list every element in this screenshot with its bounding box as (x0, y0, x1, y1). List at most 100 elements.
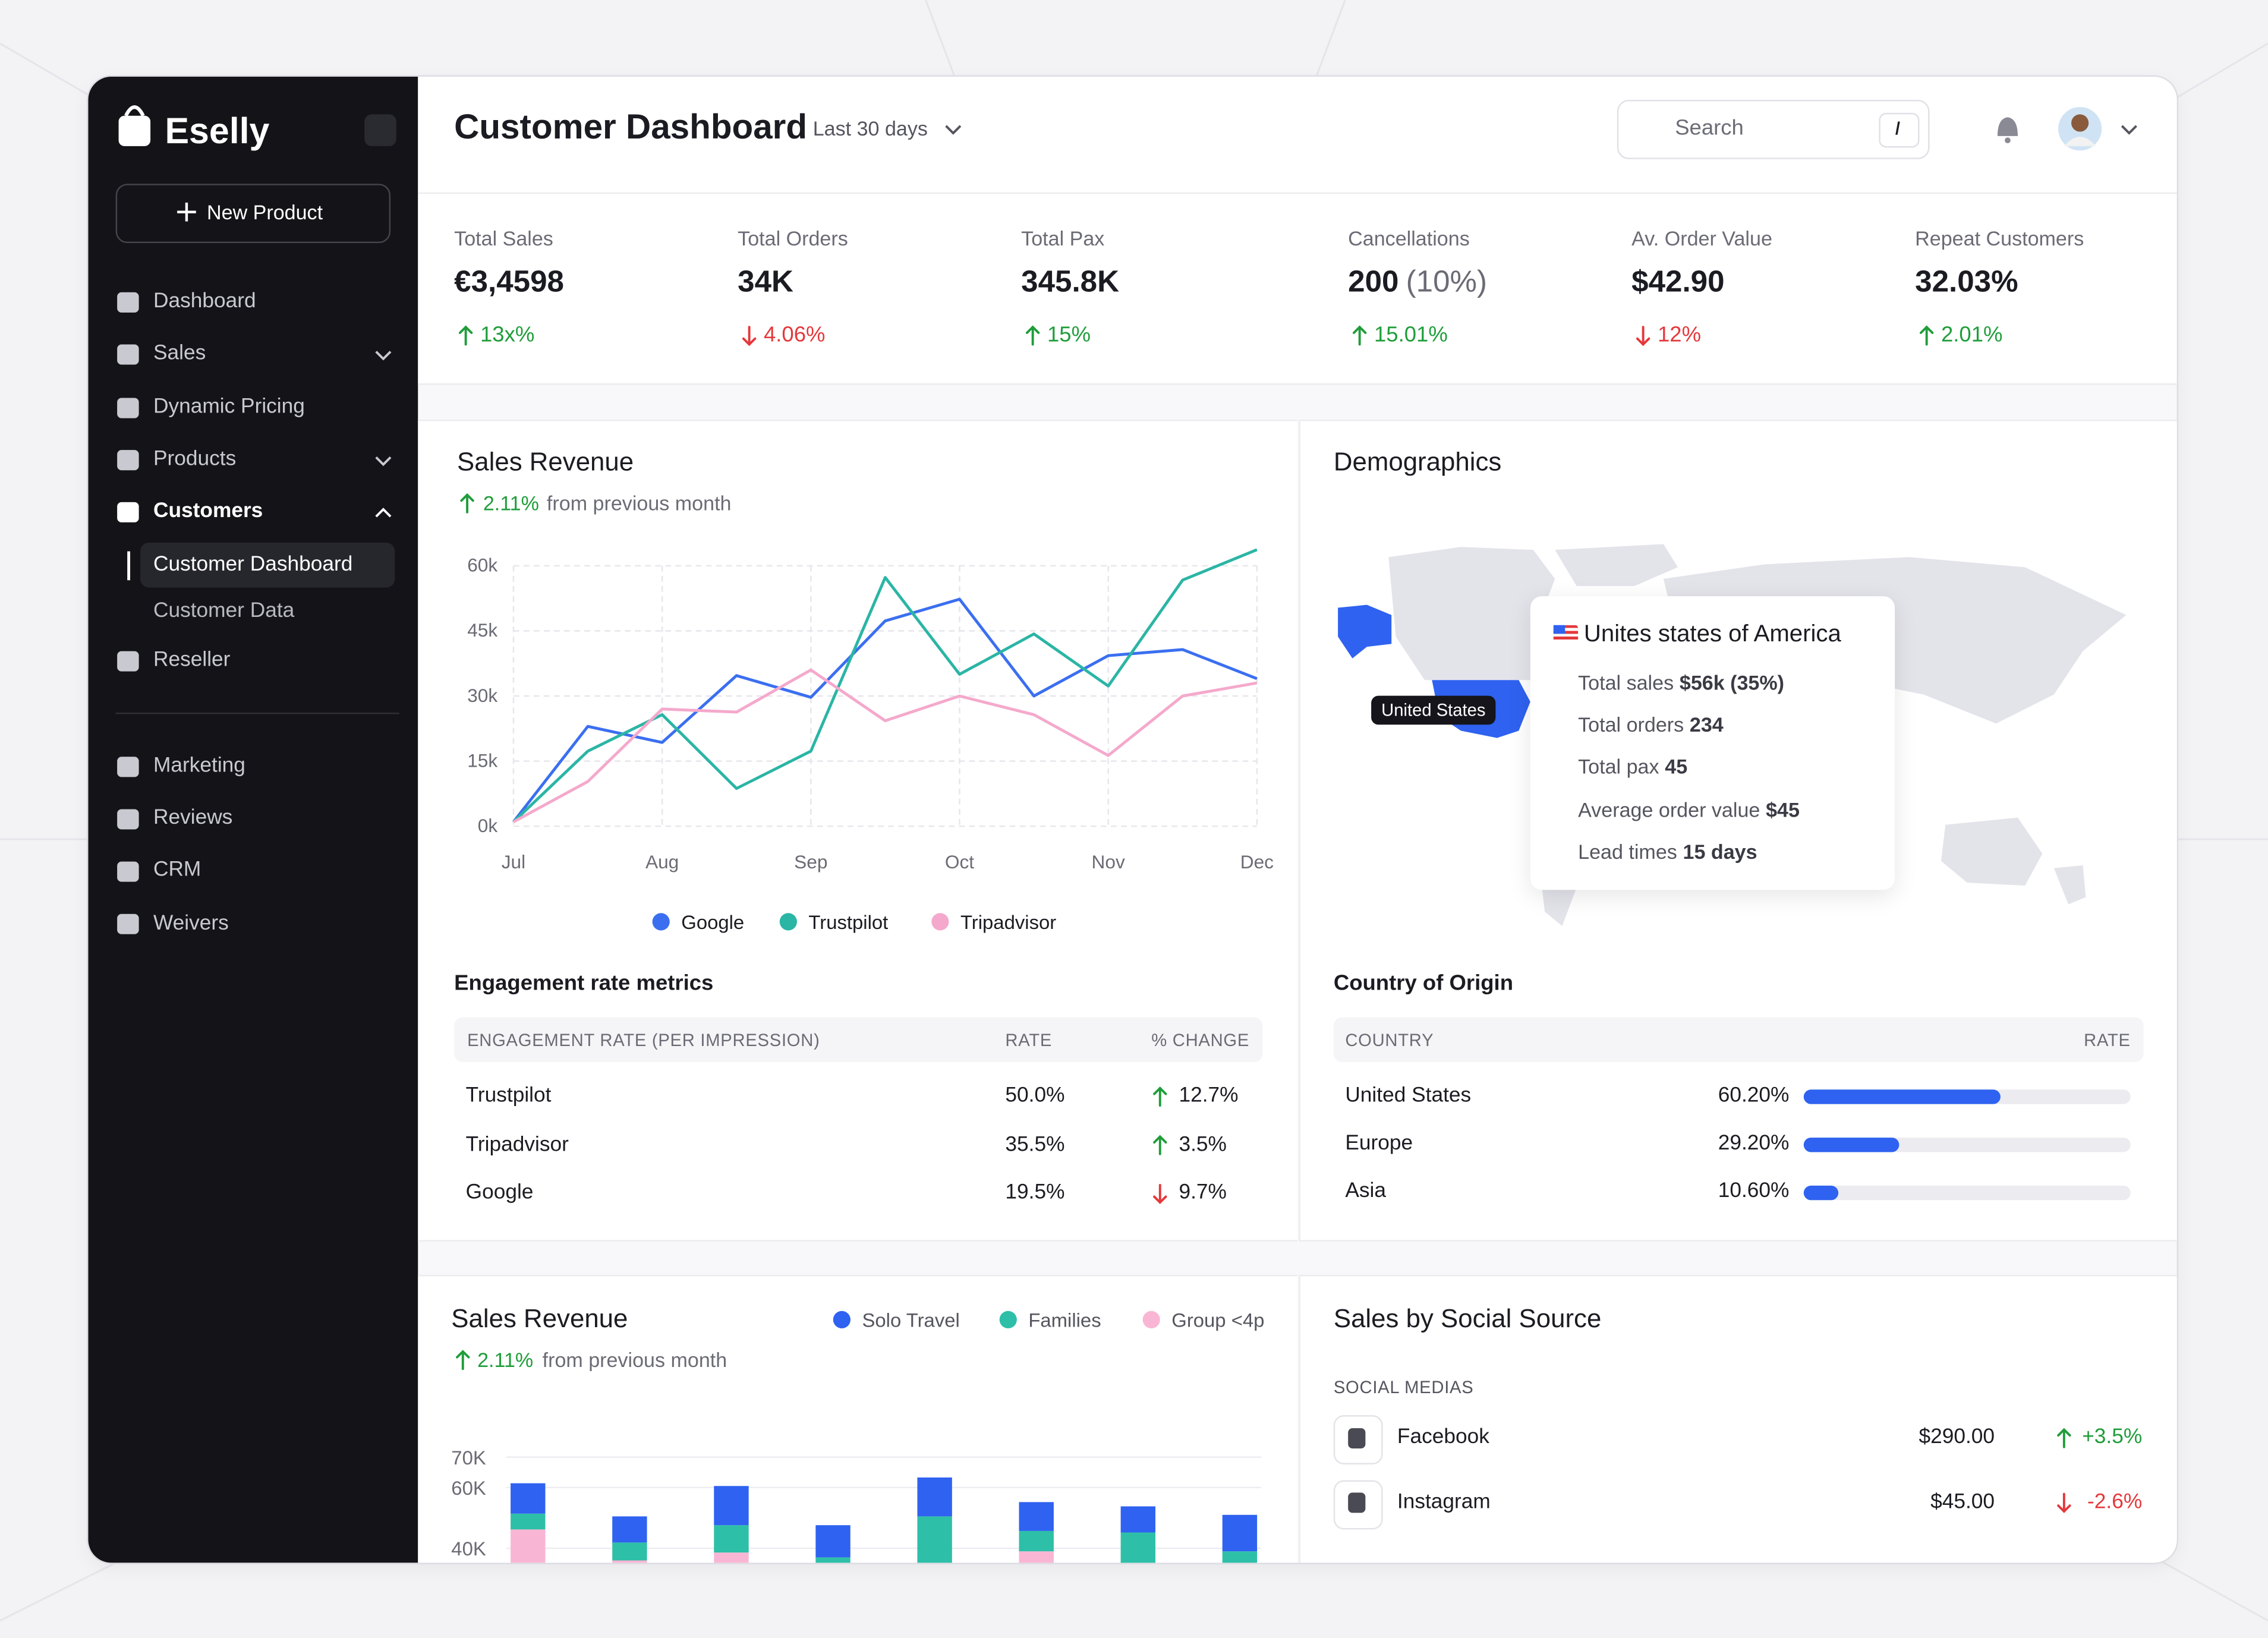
app-layer: 0k 15k 30k 45k 60k Jul Aug Sep Oct Nov Dec Google Tr… (88, 77, 2177, 1563)
social-glyph (1348, 1428, 1366, 1449)
bar-segment (612, 1542, 647, 1561)
y-tick-label: 45k (467, 619, 497, 641)
nav-item[interactable]: Weivers (153, 911, 229, 935)
search-box[interactable] (1617, 99, 1930, 159)
legend-label: Trustpilot (808, 911, 888, 933)
arrow-head (460, 493, 474, 502)
arrow-head (1153, 1195, 1167, 1204)
new-product-button[interactable] (115, 184, 391, 244)
arrow-head (2057, 1504, 2071, 1513)
bar-segment (1019, 1551, 1054, 1563)
arrow-head (456, 1350, 470, 1359)
x-tick-label: Aug (645, 851, 679, 872)
panel (418, 420, 1298, 1242)
kpi-label: Total Sales (454, 226, 553, 250)
kpi-label: Av. Order Value (1631, 226, 1772, 250)
bar-segment (511, 1513, 546, 1530)
legend-label: Group <4p (1171, 1309, 1264, 1331)
row-name: Google (465, 1181, 534, 1205)
brand-icon (118, 115, 151, 146)
kpi-value: $42.90 (1631, 265, 1725, 299)
change-value: 2.11% (477, 1348, 534, 1372)
kpi-change: 4.06% (763, 322, 826, 348)
kpi-value: 32.03% (1915, 265, 2018, 299)
nav-item[interactable]: Dashboard (153, 289, 256, 313)
date-range[interactable]: Last 30 days (812, 116, 928, 140)
trend-arrow (2057, 1492, 2071, 1513)
map-tag: United States (1371, 695, 1496, 726)
column-header: % CHANGE (1151, 1029, 1250, 1051)
table-header-bg (1333, 1017, 2144, 1063)
row-rate: 35.5% (1005, 1132, 1065, 1156)
social-name: Instagram (1397, 1490, 1491, 1514)
chevron (375, 351, 392, 361)
nav-subitem[interactable]: Customer Data (153, 599, 295, 623)
chevron (2121, 125, 2137, 135)
nav-item[interactable]: Marketing (153, 754, 245, 778)
legend-dot (833, 1311, 850, 1328)
trend-arrow (1153, 1086, 1167, 1107)
nav-subitem[interactable]: Customer Dashboard (153, 553, 353, 577)
nav-icon (117, 809, 139, 830)
section-title: Engagement rate metrics (454, 971, 714, 996)
social-icon (1333, 1479, 1383, 1529)
nav-item[interactable]: Reviews (153, 807, 233, 830)
trend-arrow (742, 326, 757, 346)
y-tick-label: 60k (467, 555, 497, 576)
bar (1803, 1138, 1900, 1152)
nav-item[interactable]: Reseller (153, 648, 231, 672)
bar-segment (1222, 1514, 1258, 1552)
line-series (512, 597, 1258, 823)
legend-label: Families (1028, 1309, 1101, 1331)
chevron (945, 125, 962, 135)
page-title: Customer Dashboard (454, 108, 808, 147)
y-tick-label: 40K (451, 1538, 486, 1560)
social-glyph (1348, 1492, 1366, 1513)
bar-segment (917, 1477, 952, 1517)
bar (1803, 1185, 1839, 1201)
country-name: Europe (1345, 1132, 1413, 1156)
kpi-value: 34K (738, 265, 793, 299)
country-name: United States (1345, 1084, 1472, 1108)
nav-item[interactable]: Dynamic Pricing (153, 395, 305, 419)
line-series (512, 548, 1258, 823)
panel-title: Sales by Social Source (1333, 1304, 1602, 1333)
table-header-bg (454, 1017, 1263, 1063)
y-tick-label: 0k (478, 815, 498, 836)
row-change: 12.7% (1179, 1084, 1239, 1108)
button-label: New Product (207, 200, 323, 224)
tooltip-item: Total orders 234 (1578, 713, 1724, 736)
legend-dot (1142, 1311, 1160, 1328)
sidebar (88, 77, 418, 1563)
collapse-button[interactable] (364, 114, 396, 146)
nav-icon (117, 651, 139, 672)
arrow-head (1636, 337, 1650, 346)
nav-item[interactable]: Customers (153, 499, 263, 523)
x-tick-label: Nov (1092, 851, 1125, 872)
line-series (512, 668, 1258, 824)
kpi-label: Total Orders (738, 226, 848, 250)
bar-segment (511, 1483, 546, 1514)
trend-arrow (1153, 1135, 1167, 1155)
tooltip-value: 45 (1665, 755, 1688, 779)
panel (1299, 1274, 2177, 1563)
nav-item[interactable]: Products (153, 448, 237, 471)
x-tick-label: Jul (502, 851, 525, 872)
y-tick-label: 60K (451, 1477, 486, 1499)
search-placeholder: Search (1675, 115, 1744, 141)
avatar-face (2071, 114, 2089, 132)
tooltip-value: 234 (1689, 713, 1724, 736)
kpi-value: 200 (10%) (1348, 265, 1488, 299)
chevron (375, 456, 392, 467)
trend-arrow (1025, 325, 1040, 346)
trend-arrow (460, 493, 474, 514)
tooltip-item: Total pax 45 (1578, 755, 1688, 779)
bar-segment (815, 1557, 850, 1563)
nav-item[interactable]: CRM (153, 859, 201, 883)
nav-item[interactable]: Sales (153, 342, 206, 366)
legend-dot (931, 913, 949, 931)
row-name: Trustpilot (465, 1084, 552, 1108)
tooltip-item: Lead times 15 days (1578, 840, 1757, 864)
brand-icon-handle (124, 105, 145, 117)
trend-arrow (1352, 325, 1367, 346)
